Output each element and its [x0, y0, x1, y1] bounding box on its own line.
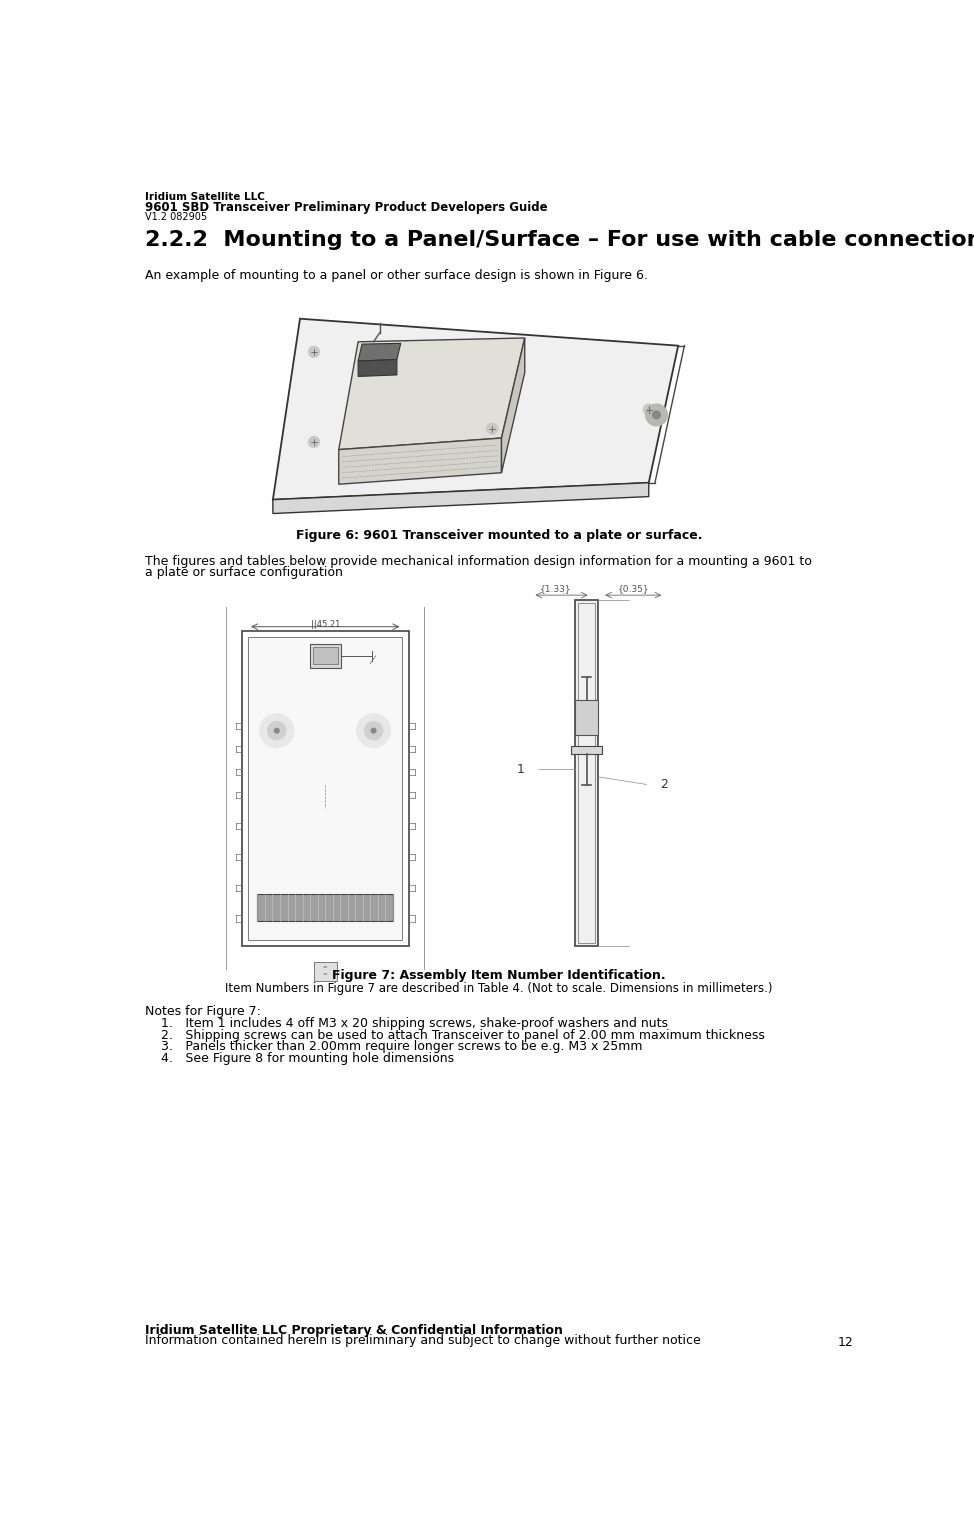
Text: ||45.21: ||45.21 [311, 619, 340, 629]
Text: Iridium Satellite LLC Proprietary & Confidential Information: Iridium Satellite LLC Proprietary & Conf… [145, 1323, 563, 1337]
Bar [248, 636, 402, 940]
Circle shape [371, 728, 376, 733]
Circle shape [504, 753, 538, 786]
Bar [314, 961, 337, 981]
Circle shape [653, 411, 660, 419]
Circle shape [643, 405, 655, 415]
Text: V1.2 082905: V1.2 082905 [145, 212, 207, 222]
Circle shape [487, 423, 498, 434]
Text: {1.33}: {1.33} [540, 584, 572, 593]
Polygon shape [358, 343, 400, 362]
Text: {0.35}: {0.35} [618, 584, 649, 593]
Circle shape [268, 722, 286, 740]
Text: Figure 7: Assembly Item Number Identification.: Figure 7: Assembly Item Number Identific… [332, 969, 666, 983]
Text: 1: 1 [517, 762, 525, 776]
Text: 2.2.2  Mounting to a Panel/Surface – For use with cable connections: 2.2.2 Mounting to a Panel/Surface – For … [145, 230, 974, 250]
Polygon shape [273, 319, 678, 500]
Circle shape [356, 714, 391, 748]
Text: 12: 12 [838, 1335, 853, 1349]
Text: An example of mounting to a panel or other surface design is shown in Figure 6.: An example of mounting to a panel or oth… [145, 268, 648, 282]
Text: 4.  See Figure 8 for mounting hole dimensions: 4. See Figure 8 for mounting hole dimens… [145, 1052, 454, 1065]
Bar [575, 599, 598, 946]
Text: Figure 6: 9601 Transceiver mounted to a plate or surface.: Figure 6: 9601 Transceiver mounted to a … [296, 529, 702, 543]
Circle shape [364, 722, 383, 740]
Circle shape [309, 437, 319, 448]
Bar [575, 701, 598, 734]
Polygon shape [358, 360, 396, 377]
Text: 1.  Item 1 includes 4 off M3 x 20 shipping screws, shake-proof washers and nuts: 1. Item 1 includes 4 off M3 x 20 shippin… [145, 1016, 668, 1030]
Bar [257, 894, 393, 921]
Bar [310, 644, 341, 667]
Bar [571, 747, 602, 754]
Polygon shape [339, 337, 525, 449]
Text: =
=: = = [322, 966, 327, 977]
Bar [242, 630, 408, 946]
Text: Information contained herein is preliminary and subject to change without furthe: Information contained herein is prelimin… [145, 1334, 700, 1348]
Bar [313, 647, 338, 664]
Text: 2.  Shipping screws can be used to attach Transceiver to panel of 2.00 mm maximu: 2. Shipping screws can be used to attach… [145, 1029, 765, 1041]
Circle shape [647, 768, 681, 802]
Polygon shape [502, 337, 525, 472]
Polygon shape [273, 483, 649, 514]
Polygon shape [339, 438, 502, 484]
Circle shape [275, 728, 280, 733]
Text: 2: 2 [660, 779, 668, 791]
Text: 3.  Panels thicker than 2.00mm require longer screws to be e.g. M3 x 25mm: 3. Panels thicker than 2.00mm require lo… [145, 1041, 643, 1053]
Circle shape [646, 405, 667, 426]
Bar [579, 602, 595, 943]
Text: Iridium Satellite LLC: Iridium Satellite LLC [145, 192, 265, 202]
Text: Item Numbers in Figure 7 are described in Table 4. (Not to scale. Dimensions in : Item Numbers in Figure 7 are described i… [225, 981, 773, 995]
Text: a plate or surface configuration: a plate or surface configuration [145, 566, 343, 579]
Text: Notes for Figure 7:: Notes for Figure 7: [145, 1004, 261, 1018]
Circle shape [260, 714, 294, 748]
Text: The figures and tables below provide mechanical information design information f: The figures and tables below provide mec… [145, 555, 812, 569]
Text: 9601 SBD Transceiver Preliminary Product Developers Guide: 9601 SBD Transceiver Preliminary Product… [145, 201, 547, 215]
Circle shape [309, 346, 319, 357]
